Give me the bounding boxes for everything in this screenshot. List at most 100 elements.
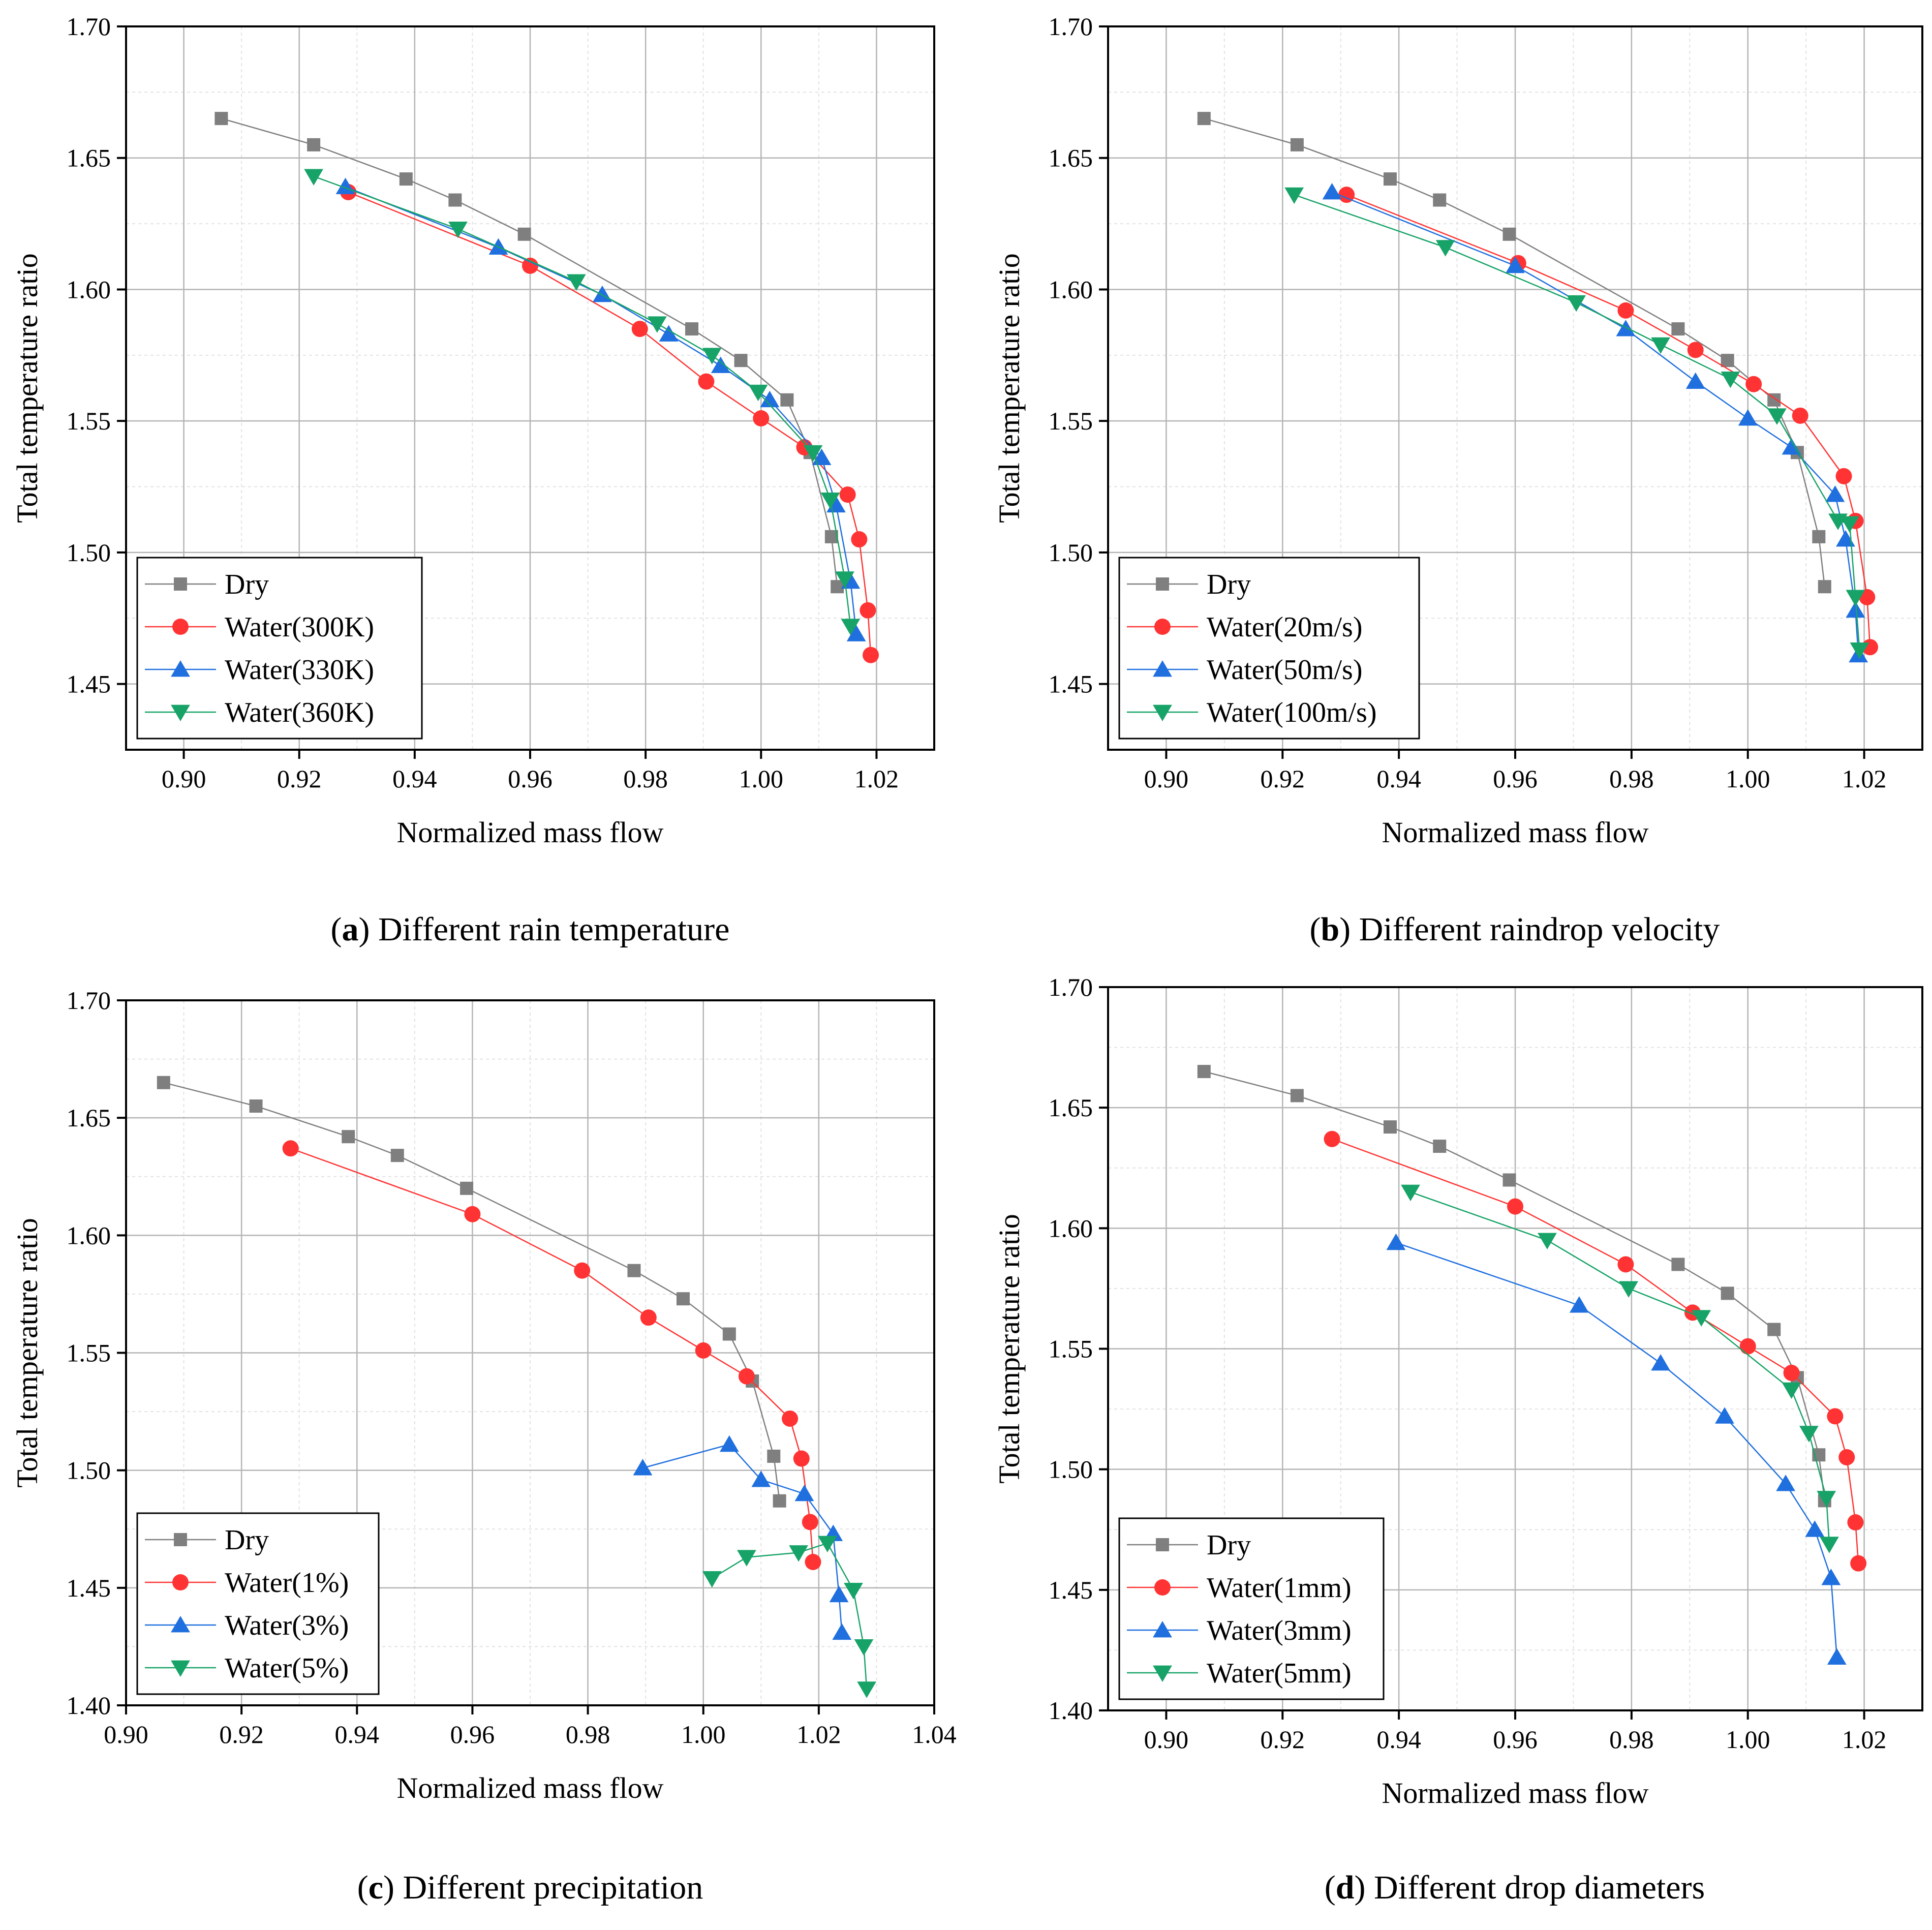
data-point: [1776, 1475, 1795, 1491]
data-point: [1782, 1382, 1801, 1399]
x-tick-label: 1.00: [1726, 764, 1770, 793]
y-axis-label: Total temperature ratio: [11, 253, 44, 523]
data-point: [1538, 1233, 1557, 1250]
series-line-3: [313, 175, 851, 626]
data-point: [1383, 172, 1397, 186]
y-tick-label: 1.55: [67, 407, 111, 435]
y-axis-label: Total temperature ratio: [11, 1218, 44, 1488]
data-point: [1433, 1140, 1447, 1153]
panel-caption: (c) Different precipitation: [357, 1869, 703, 1906]
x-tick-label: 0.90: [104, 1720, 148, 1749]
data-point: [647, 316, 667, 333]
data-point: [593, 285, 612, 302]
data-point: [1715, 1407, 1734, 1424]
data-point: [1651, 1354, 1670, 1371]
data-point: [767, 1449, 781, 1463]
data-point: [753, 410, 770, 427]
data-point: [460, 1181, 474, 1195]
data-point: [1799, 1426, 1819, 1443]
y-tick-label: 1.45: [67, 1574, 111, 1602]
data-point: [860, 602, 876, 619]
data-point: [738, 1368, 755, 1385]
data-point: [1619, 1281, 1639, 1298]
data-point: [1817, 1491, 1836, 1508]
legend-label: Dry: [225, 1524, 269, 1556]
y-tick-label: 1.45: [1049, 670, 1093, 698]
x-tick-label: 0.90: [162, 764, 206, 793]
series-line-2: [345, 186, 857, 634]
x-tick-label: 0.92: [277, 764, 322, 793]
data-point: [829, 1585, 849, 1603]
legend-label: Water(1mm): [1207, 1572, 1352, 1604]
legend-marker: [1153, 660, 1172, 677]
data-point: [1836, 530, 1855, 547]
data-point: [1805, 1520, 1825, 1537]
data-point: [1818, 580, 1831, 594]
x-tick-label: 0.94: [1376, 1725, 1421, 1754]
data-point: [249, 1099, 263, 1113]
y-tick-label: 1.60: [1049, 275, 1093, 303]
data-point: [835, 571, 854, 588]
data-point: [659, 325, 679, 342]
data-point: [841, 619, 861, 635]
y-tick-label: 1.45: [67, 670, 111, 698]
series-line-2: [642, 1444, 843, 1633]
data-point: [1502, 227, 1516, 241]
legend-label: Dry: [1207, 1529, 1251, 1561]
x-tick-label: 0.96: [1493, 1725, 1538, 1754]
data-point: [817, 1536, 837, 1552]
data-point: [1284, 187, 1304, 204]
data-point: [702, 1571, 722, 1588]
data-point: [1840, 516, 1859, 533]
data-point: [1290, 138, 1304, 151]
data-point: [1835, 468, 1852, 484]
data-point: [1827, 1648, 1847, 1665]
y-tick-label: 1.50: [1049, 538, 1093, 567]
data-point: [1820, 1537, 1839, 1553]
data-point: [1324, 1130, 1340, 1147]
data-point: [1507, 1198, 1523, 1215]
y-tick-label: 1.70: [67, 986, 111, 1015]
x-tick-label: 0.98: [1609, 1725, 1654, 1754]
data-point: [1838, 1449, 1855, 1465]
x-tick-label: 1.00: [1726, 1725, 1770, 1754]
panel-caption: (b) Different raindrop velocity: [1309, 911, 1720, 948]
legend-label: Water(360K): [225, 697, 374, 728]
series-line-3: [712, 1542, 868, 1689]
x-tick-label: 0.98: [566, 1720, 610, 1749]
data-point: [1383, 1120, 1397, 1134]
data-point: [1322, 182, 1342, 200]
y-tick-label: 1.60: [67, 275, 111, 303]
data-point: [1617, 1256, 1634, 1273]
data-point: [820, 493, 840, 509]
data-point: [1616, 320, 1636, 336]
x-tick-label: 1.04: [912, 1720, 957, 1749]
data-point: [719, 1435, 739, 1452]
y-tick-label: 1.50: [1049, 1455, 1093, 1484]
y-tick-label: 1.65: [1049, 144, 1093, 172]
data-point: [640, 1309, 657, 1326]
x-tick-label: 0.96: [508, 764, 553, 793]
y-tick-label: 1.55: [67, 1339, 111, 1367]
x-tick-label: 0.92: [1261, 1725, 1305, 1754]
x-tick-label: 1.02: [796, 1720, 841, 1749]
legend-marker: [171, 1616, 190, 1633]
x-axis-label: Normalized mass flow: [1382, 1776, 1648, 1810]
y-tick-label: 1.70: [1049, 12, 1093, 41]
legend-marker: [174, 577, 187, 591]
data-point: [1671, 1258, 1685, 1271]
data-point: [780, 393, 794, 407]
data-point: [802, 1514, 818, 1530]
series-line-1: [348, 191, 872, 655]
data-point: [760, 390, 780, 408]
data-point: [812, 448, 832, 466]
x-tick-label: 1.02: [1842, 1725, 1887, 1754]
data-point: [698, 373, 715, 390]
data-point: [1651, 337, 1670, 354]
data-point: [1617, 302, 1634, 319]
legend-marker: [1153, 1621, 1172, 1638]
legend-marker: [1154, 619, 1171, 635]
data-point: [1671, 322, 1685, 336]
data-point: [1435, 240, 1455, 257]
data-point: [1338, 187, 1355, 203]
